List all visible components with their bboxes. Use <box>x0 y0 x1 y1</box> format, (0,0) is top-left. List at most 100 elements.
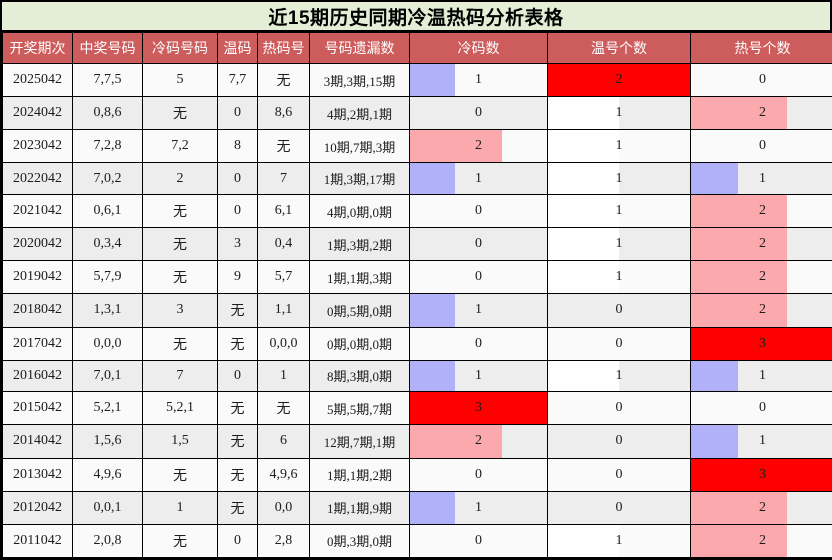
cell-warm-number: 9 <box>217 260 258 295</box>
cold-count-value: 1 <box>475 367 482 383</box>
table-row: 2023042 7,2,8 7,2 8 无 10期,7期,3期 2 1 0 <box>2 129 832 164</box>
warm-count-value: 1 <box>615 170 623 186</box>
cell-hot-numbers: 0,4 <box>257 227 310 262</box>
cell-cold-numbers: 无 <box>142 457 218 492</box>
cell-period: 2022042 <box>2 162 73 195</box>
hot-count-value: 1 <box>759 367 766 383</box>
cell-cold-numbers: 3 <box>142 293 218 328</box>
warm-count-value: 0 <box>615 466 623 482</box>
table-row: 2020042 0,3,4 无 3 0,4 1期,3期,2期 0 1 2 <box>2 227 832 262</box>
cold-count-databar <box>410 163 456 194</box>
cell-period: 2017042 <box>2 326 73 361</box>
cell-winning-numbers: 0,3,4 <box>72 227 143 262</box>
cell-winning-numbers: 5,2,1 <box>72 391 143 426</box>
cell-hot-numbers: 1,1 <box>257 293 310 328</box>
page-title: 近15期历史同期冷温热码分析表格 <box>2 2 830 32</box>
hot-count-value: 1 <box>759 433 766 449</box>
cold-count-value: 0 <box>475 236 482 252</box>
cell-hot-count: 2 <box>690 227 832 262</box>
cell-warm-count: 1 <box>547 96 691 131</box>
cell-cold-numbers: 5,2,1 <box>142 391 218 426</box>
cell-hot-count: 1 <box>690 162 832 195</box>
cell-omission-counts: 0期,5期,0期 <box>309 293 410 328</box>
warm-count-value: 0 <box>615 302 623 318</box>
cell-warm-count: 1 <box>547 162 691 195</box>
hot-count-databar <box>691 195 787 227</box>
cell-period: 2016042 <box>2 359 73 393</box>
cold-count-value: 2 <box>475 138 482 154</box>
cell-hot-count: 2 <box>690 193 832 229</box>
cell-cold-numbers: 无 <box>142 193 218 229</box>
cell-warm-count: 0 <box>547 457 691 492</box>
table-row: 2024042 0,8,6 无 0 8,6 4期,2期,1期 0 1 2 <box>2 96 832 131</box>
table-row: 2012042 0,0,1 1 无 0,0 1期,1期,9期 1 0 2 <box>2 490 832 525</box>
column-header-winning: 中奖号码 <box>72 32 143 64</box>
hot-count-value: 2 <box>759 532 766 548</box>
cell-winning-numbers: 7,0,2 <box>72 162 143 195</box>
cell-hot-numbers: 5,7 <box>257 260 310 295</box>
cell-hot-count: 0 <box>690 391 832 426</box>
cold-count-databar <box>410 492 456 524</box>
cell-cold-count: 0 <box>409 260 548 295</box>
cell-winning-numbers: 7,0,1 <box>72 359 143 393</box>
cell-warm-number: 7,7 <box>217 62 258 98</box>
cell-winning-numbers: 7,7,5 <box>72 62 143 98</box>
cell-cold-numbers: 1 <box>142 490 218 525</box>
cold-count-value: 1 <box>475 72 482 88</box>
cell-warm-number: 无 <box>217 457 258 492</box>
cell-cold-count: 1 <box>409 490 548 525</box>
cell-warm-count: 1 <box>547 129 691 164</box>
cell-hot-numbers: 6,1 <box>257 193 310 229</box>
hot-count-databar <box>691 294 787 327</box>
warm-count-value: 1 <box>615 269 623 285</box>
cell-cold-count: 1 <box>409 293 548 328</box>
cold-count-value: 1 <box>475 499 482 515</box>
cell-period: 2024042 <box>2 96 73 131</box>
cell-omission-counts: 0期,3期,0期 <box>309 523 410 559</box>
table-row: 2013042 4,9,6 无 无 4,9,6 1期,1期,2期 0 0 3 <box>2 457 832 492</box>
hot-count-databar <box>691 163 739 194</box>
cell-cold-count: 0 <box>409 96 548 131</box>
warm-count-value: 1 <box>615 138 623 154</box>
cell-omission-counts: 4期,0期,0期 <box>309 193 410 229</box>
cell-warm-count: 1 <box>547 227 691 262</box>
cell-warm-number: 0 <box>217 96 258 131</box>
cell-cold-count: 0 <box>409 523 548 559</box>
cell-warm-number: 无 <box>217 293 258 328</box>
cell-warm-count: 1 <box>547 523 691 559</box>
cell-warm-count: 0 <box>547 326 691 361</box>
cell-cold-numbers: 5 <box>142 62 218 98</box>
cell-cold-count: 2 <box>409 129 548 164</box>
cell-cold-numbers: 7,2 <box>142 129 218 164</box>
cell-winning-numbers: 0,0,1 <box>72 490 143 525</box>
cell-period: 2013042 <box>2 457 73 492</box>
cell-hot-numbers: 0,0 <box>257 490 310 525</box>
cell-omission-counts: 1期,1期,3期 <box>309 260 410 295</box>
hot-count-value: 0 <box>759 72 766 88</box>
warm-count-databar <box>548 130 619 162</box>
column-header-hot-numbers: 热码号 <box>257 32 310 64</box>
warm-count-value: 1 <box>615 532 623 548</box>
cold-count-value: 0 <box>475 532 482 548</box>
warm-count-value: 0 <box>615 433 623 449</box>
cell-hot-numbers: 2,8 <box>257 523 310 559</box>
hot-count-value: 1 <box>759 170 766 186</box>
cell-omission-counts: 12期,7期,1期 <box>309 424 410 459</box>
hot-count-value: 0 <box>759 400 766 416</box>
cell-cold-numbers: 2 <box>142 162 218 195</box>
cold-count-value: 0 <box>475 269 482 285</box>
cell-winning-numbers: 1,5,6 <box>72 424 143 459</box>
table-row: 2014042 1,5,6 1,5 无 6 12期,7期,1期 2 0 1 <box>2 424 832 459</box>
column-header-warm-number: 温码 <box>217 32 258 64</box>
cell-hot-numbers: 8,6 <box>257 96 310 131</box>
warm-count-value: 1 <box>615 367 623 383</box>
warm-count-databar <box>548 195 619 227</box>
hot-count-databar <box>691 425 739 458</box>
cell-warm-count: 0 <box>547 293 691 328</box>
cell-winning-numbers: 0,8,6 <box>72 96 143 131</box>
cell-hot-numbers: 无 <box>257 129 310 164</box>
warm-count-value: 1 <box>615 105 623 121</box>
cell-period: 2025042 <box>2 62 73 98</box>
table-row: 2015042 5,2,1 5,2,1 无 无 5期,5期,7期 3 0 0 <box>2 391 832 426</box>
cell-hot-count: 2 <box>690 96 832 131</box>
